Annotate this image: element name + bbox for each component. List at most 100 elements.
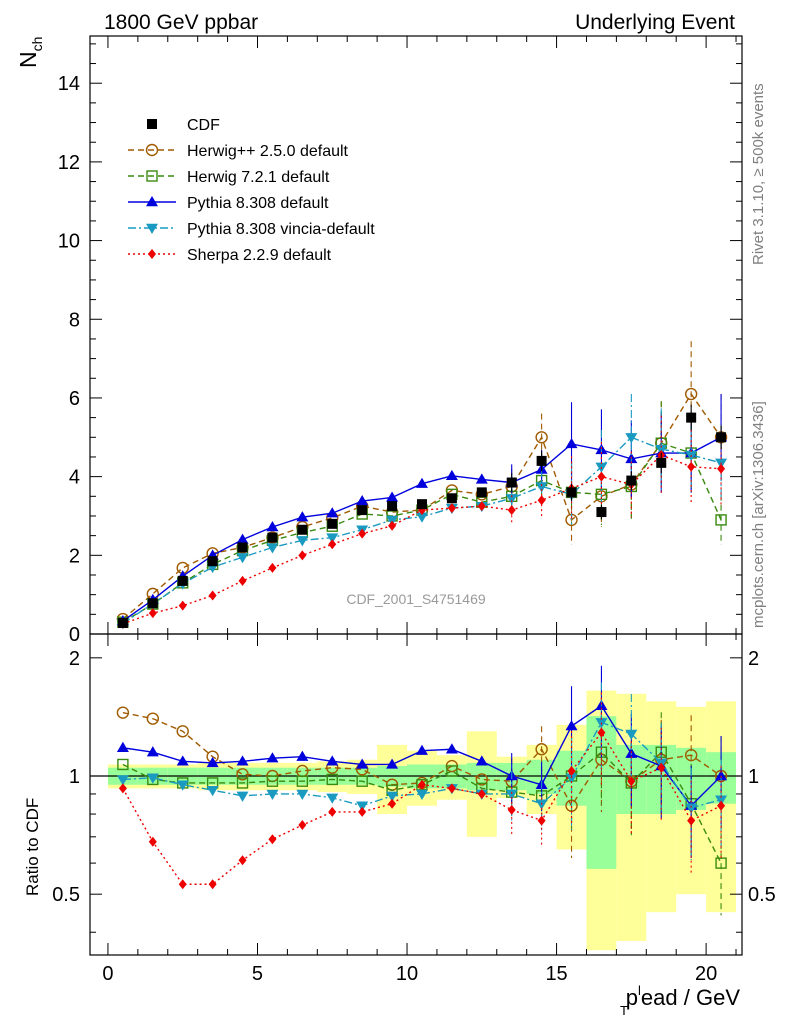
y-tick-label: 12 [58, 152, 80, 174]
series-point [358, 528, 367, 539]
series-point [298, 550, 307, 561]
ratio-y-tick-label-right: 2 [748, 648, 759, 670]
ratio-y-tick-label-right: 1 [748, 766, 759, 788]
ratio-series-point [268, 834, 277, 845]
y-tick-label: 2 [69, 545, 80, 567]
y-tick-label: 8 [69, 309, 80, 331]
x-tick-label: 0 [102, 963, 113, 985]
ratio-y-axis-label: Ratio to CDF [23, 798, 42, 896]
series-point [266, 520, 279, 532]
series-point [445, 469, 458, 481]
ratio-series-point [178, 879, 187, 890]
series-point [625, 433, 638, 444]
ratio-series-point [685, 803, 698, 814]
x-axis-label-main: p [626, 985, 638, 1010]
ratio-frame [89, 633, 743, 956]
ratio-series-point [715, 770, 728, 781]
data-point [416, 499, 427, 510]
series-point [715, 514, 727, 526]
data-point [207, 556, 218, 567]
data-point [476, 487, 487, 498]
ratio-series-point [717, 800, 726, 811]
data-point [327, 518, 338, 529]
ratio-series-point [238, 855, 247, 866]
series-point [328, 539, 337, 550]
series-point [148, 608, 157, 619]
series-point [505, 494, 518, 505]
series-point [296, 536, 309, 547]
ratio-series-point [507, 804, 516, 815]
data-point [656, 457, 667, 468]
ratio-series-point [117, 758, 129, 771]
series-point [236, 533, 249, 544]
series-point [386, 515, 399, 526]
data-point [506, 477, 517, 488]
series-point [447, 503, 456, 514]
series-point [717, 463, 726, 474]
ratio-series-point [146, 773, 159, 784]
ratio-series-point [358, 806, 367, 817]
data-point [117, 617, 128, 628]
ratio-series-point [116, 741, 129, 752]
ratio-series-point [565, 773, 578, 784]
ratio-series-point [296, 789, 309, 800]
y-tick-label: 6 [69, 388, 80, 410]
y-tick-label: 14 [58, 73, 80, 95]
ratio-series-point [417, 779, 426, 790]
x-tick-label: 10 [396, 963, 418, 985]
ratio-series-point [386, 758, 399, 769]
ratio-series-point [206, 756, 219, 768]
ratio-series-point [296, 775, 309, 787]
ratio-series-point [296, 750, 309, 761]
legend-label: Pythia 8.308 default [187, 195, 329, 212]
data-point [566, 487, 577, 498]
series-point [356, 495, 369, 506]
legend-marker [146, 170, 158, 182]
legend-marker [147, 119, 157, 129]
ratio-series-line [122, 721, 722, 809]
series-point [537, 495, 546, 506]
data-point [716, 432, 727, 443]
x-axis-label-sub: T [620, 1003, 628, 1018]
ratio-series-point [415, 744, 428, 755]
ratio-series-point [475, 773, 488, 786]
data-point [267, 532, 278, 543]
ratio-series-point [597, 727, 606, 738]
data-point [686, 412, 697, 423]
ratio-series-point [266, 752, 279, 763]
ratio-series-point [386, 791, 399, 802]
x-tick-label: 20 [695, 963, 717, 985]
legend-label: Pythia 8.308 vincia-default [187, 221, 375, 238]
ratio-series-point [684, 748, 698, 762]
legend-marker [148, 249, 156, 259]
series-point [296, 511, 309, 522]
legend-marker [146, 223, 158, 234]
ratio-series-point [326, 773, 338, 786]
ratio-series-point [206, 786, 219, 797]
ratio-uncertainty-bands [107, 690, 737, 951]
ratio-series-point [477, 788, 486, 799]
series-point [415, 512, 428, 523]
ratio-series-point [715, 857, 727, 869]
legend-label: CDF [187, 117, 220, 134]
analysis-watermark: CDF_2001_S4751469 [346, 591, 486, 607]
series-point [326, 533, 339, 544]
ratio-series-point [116, 706, 130, 719]
ratio-series-point [715, 795, 728, 806]
series-point [415, 477, 428, 488]
series-point [388, 520, 397, 531]
data-point [596, 507, 607, 518]
ratio-series-point [208, 879, 217, 890]
x-axis-label-sup: l [638, 983, 641, 998]
collision-label: 1800 GeV ppbar [104, 11, 258, 34]
series-point [178, 600, 187, 611]
series-point [535, 482, 548, 493]
ratio-series-point [388, 798, 397, 809]
ratio-series-point [356, 758, 369, 769]
data-point [536, 455, 547, 466]
main-panel [116, 341, 728, 630]
ratio-series-point [627, 776, 636, 787]
chart-title: Underlying Event [575, 11, 735, 34]
series-point [326, 507, 339, 518]
